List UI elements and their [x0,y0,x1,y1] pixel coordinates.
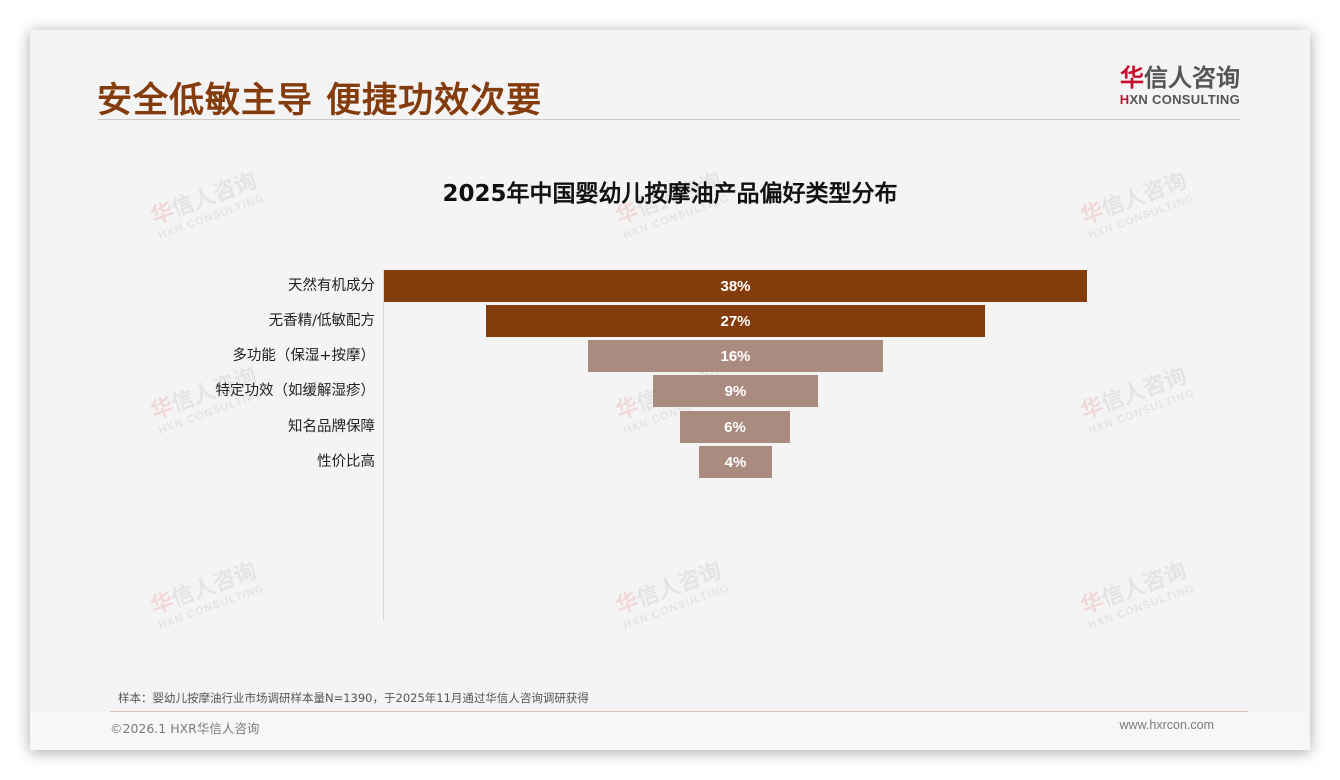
category-label: 特定功效（如缓解湿疹） [215,383,376,399]
bar-value-label: 27% [720,312,751,330]
bar-natural-organic: 38% [384,270,1087,302]
bar-specific-effect: 9% [653,375,818,407]
bar-fragrance-free: 27% [486,305,985,337]
footer-divider [110,711,1248,712]
title-divider [98,119,1240,120]
bar-value-label: 9% [724,382,747,400]
chart-title: 2025年中国婴幼儿按摩油产品偏好类型分布 [442,181,898,207]
footer-bar [30,712,1310,750]
copyright: ©2026.1 HXR华信人咨询 [110,721,260,736]
bar-value-label: 16% [720,347,751,365]
bar-multifunction: 16% [588,340,883,372]
bar-value-label: 4% [724,453,747,471]
website-link[interactable]: www.hxrcon.com [1119,718,1214,732]
bar-value-label: 6% [724,418,746,436]
category-label: 天然有机成分 [288,278,375,294]
slide: 华信人咨询 HXN CONSULTING 华信人咨询 HXN CONSULTING … [30,30,1310,750]
category-label: 无香精/低敏配方 [268,313,375,329]
bar-value-label: 38% [720,277,751,295]
category-axis [383,270,384,620]
logo: 华信人咨询 HXN CONSULTING [1120,64,1240,107]
logo-cn: 华信人咨询 [1120,64,1240,92]
sample-note: 样本：婴幼儿按摩油行业市场调研样本量N=1390，于2025年11月通过华信人咨… [118,691,589,705]
bar-value-for-money: 4% [699,446,772,478]
category-label: 多功能（保湿+按摩） [232,348,375,364]
category-label: 性价比高 [317,454,375,470]
page-title: 安全低敏主导 便捷功效次要 [97,81,543,121]
category-label: 知名品牌保障 [288,419,375,435]
logo-en: HXN CONSULTING [1119,92,1240,107]
bar-brand: 6% [680,411,790,443]
